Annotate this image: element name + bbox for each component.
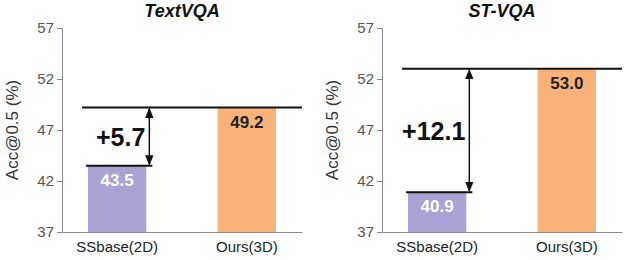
x-tick-label: SSbase(2D) xyxy=(396,238,478,255)
y-tick-label: 42 xyxy=(357,172,374,189)
x-axis: SSbase(2D) Ours(3D) xyxy=(383,233,623,255)
y-tick-label: 37 xyxy=(37,223,54,240)
y-axis-line xyxy=(57,29,63,233)
x-tick: Ours(3D) xyxy=(536,238,598,255)
bar xyxy=(538,69,596,232)
y-tick-mark xyxy=(57,79,62,80)
figure: 37 42 47 52 57 SSbase(2D) Ours(3D) 43.5 49.2 +5.7… xyxy=(0,0,640,260)
bar xyxy=(408,192,466,232)
x-tick: SSbase(2D) xyxy=(396,238,478,255)
annotation-line xyxy=(402,68,622,70)
y-tick: 37 xyxy=(37,223,62,240)
annotation-line xyxy=(86,165,152,167)
y-tick: 57 xyxy=(37,19,62,36)
y-axis-title: Acc@0.5 (%) xyxy=(323,80,342,180)
data-label: 43.5 xyxy=(101,171,134,190)
y-tick: 47 xyxy=(357,121,382,138)
y-axis: 37 42 47 52 57 xyxy=(37,19,62,240)
y-tick-mark xyxy=(377,79,382,80)
y-tick-label: 47 xyxy=(357,121,374,138)
y-tick-label: 37 xyxy=(357,223,374,240)
panel: 37 42 47 52 57 SSbase(2D) Ours(3D) 40.9 53.0 +12.… xyxy=(357,19,622,254)
annotation-arrow xyxy=(469,70,471,191)
x-axis-line xyxy=(63,232,303,233)
title: TextVQA xyxy=(144,1,219,21)
data-label: 49.2 xyxy=(230,113,263,132)
y-tick-mark xyxy=(57,232,62,233)
y-tick: 47 xyxy=(37,121,62,138)
y-tick-mark xyxy=(57,28,62,29)
y-tick: 37 xyxy=(357,223,382,240)
y-axis-title: Acc@0.5 (%) xyxy=(3,80,22,180)
x-axis: SSbase(2D) Ours(3D) xyxy=(63,233,303,255)
y-tick-mark xyxy=(377,181,382,182)
data-label: 40.9 xyxy=(421,197,454,216)
annotation-line xyxy=(82,107,302,109)
y-tick: 42 xyxy=(357,172,382,189)
annotation-arrow xyxy=(149,109,151,165)
bar xyxy=(218,108,276,232)
y-tick: 52 xyxy=(37,70,62,87)
x-tick-label: Ours(3D) xyxy=(216,238,278,255)
y-tick-mark xyxy=(377,232,382,233)
y-tick: 42 xyxy=(37,172,62,189)
panel: 37 42 47 52 57 SSbase(2D) Ours(3D) 43.5 49.2 +5.7 xyxy=(37,19,302,254)
bars xyxy=(88,108,276,232)
y-axis: 37 42 47 52 57 xyxy=(357,19,382,240)
y-tick-mark xyxy=(57,130,62,131)
x-tick: Ours(3D) xyxy=(216,238,278,255)
y-tick-mark xyxy=(377,28,382,29)
annotation-line xyxy=(406,191,472,193)
y-tick: 57 xyxy=(357,19,382,36)
annotation: +12.1 xyxy=(402,117,465,145)
y-tick-label: 47 xyxy=(37,121,54,138)
data-label: 53.0 xyxy=(550,74,583,93)
annotation: +5.7 xyxy=(96,123,145,151)
x-axis-line xyxy=(383,232,623,233)
y-axis-line xyxy=(377,29,383,233)
y-tick-label: 52 xyxy=(357,70,374,87)
y-tick-label: 42 xyxy=(37,172,54,189)
bars xyxy=(408,69,596,232)
y-tick-label: 57 xyxy=(357,19,374,36)
x-tick-label: SSbase(2D) xyxy=(76,238,158,255)
y-tick-mark xyxy=(57,181,62,182)
y-tick-label: 52 xyxy=(37,70,54,87)
x-tick-label: Ours(3D) xyxy=(536,238,598,255)
title: ST-VQA xyxy=(468,1,535,21)
y-tick: 52 xyxy=(357,70,382,87)
x-tick: SSbase(2D) xyxy=(76,238,158,255)
bar xyxy=(88,166,146,232)
y-tick-label: 57 xyxy=(37,19,54,36)
y-tick-mark xyxy=(377,130,382,131)
